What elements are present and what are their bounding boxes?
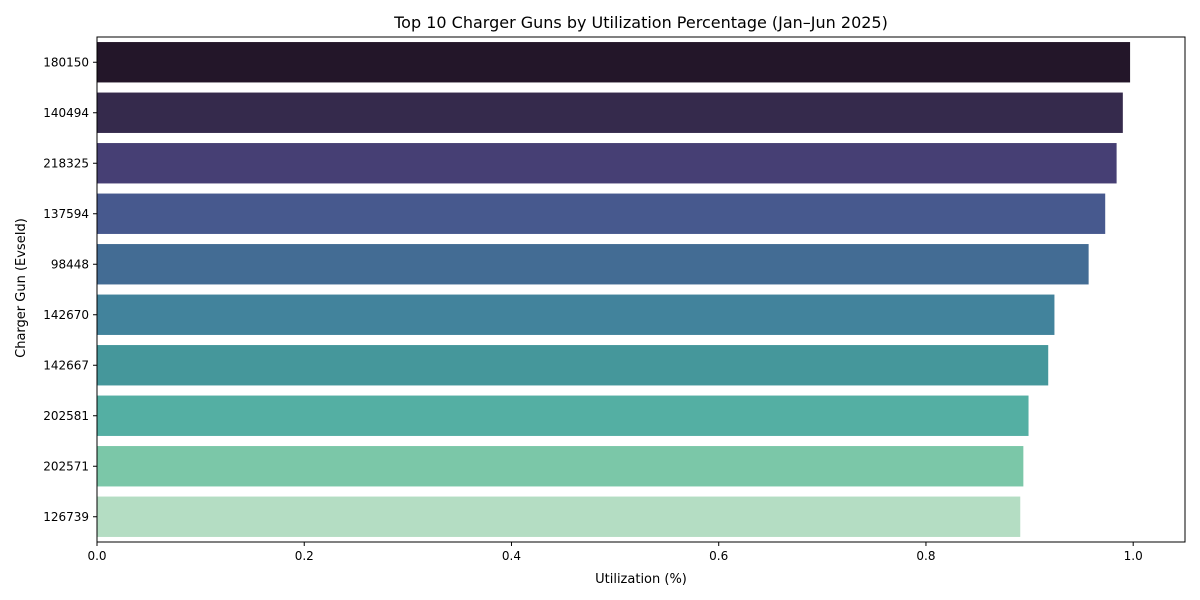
bar-218325 <box>97 143 1117 184</box>
y-axis-ticks: 180150 140494 218325 137594 98448 142670 14266… <box>43 55 97 524</box>
x-tick-label: 0.8 <box>916 549 935 563</box>
chart-title: Top 10 Charger Guns by Utilization Perce… <box>393 13 888 32</box>
x-tick-label: 0.0 <box>87 549 106 563</box>
bar-98448 <box>97 244 1089 285</box>
bar-137594 <box>97 193 1106 234</box>
y-axis-label: Charger Gun (EvseId) <box>14 218 29 358</box>
y-tick-label: 218325 <box>43 156 89 170</box>
y-tick-label: 202571 <box>43 459 89 473</box>
y-tick-label: 140494 <box>43 106 89 120</box>
x-tick-label: 0.2 <box>295 549 314 563</box>
bars-group <box>97 42 1131 537</box>
y-tick-label: 126739 <box>43 510 89 524</box>
bar-202581 <box>97 395 1029 436</box>
plot-frame <box>96 36 1186 543</box>
y-tick-label: 202581 <box>43 409 89 423</box>
bar-142670 <box>97 294 1055 335</box>
bar-126739 <box>97 496 1021 537</box>
y-tick-label: 142670 <box>43 308 89 322</box>
y-tick-label: 142667 <box>43 358 89 372</box>
x-tick-label: 1.0 <box>1124 549 1143 563</box>
y-tick-label: 98448 <box>51 257 89 271</box>
x-tick-label: 0.4 <box>502 549 521 563</box>
bar-180150 <box>97 42 1131 83</box>
bar-202571 <box>97 446 1024 487</box>
x-axis-label: Utilization (%) <box>595 572 687 587</box>
bar-140494 <box>97 92 1123 133</box>
y-tick-label: 180150 <box>43 55 89 69</box>
x-tick-label: 0.6 <box>709 549 728 563</box>
y-tick-label: 137594 <box>43 207 89 221</box>
x-axis-ticks: 0.0 0.2 0.4 0.6 0.8 1.0 <box>87 542 1143 563</box>
bar-142667 <box>97 345 1049 386</box>
